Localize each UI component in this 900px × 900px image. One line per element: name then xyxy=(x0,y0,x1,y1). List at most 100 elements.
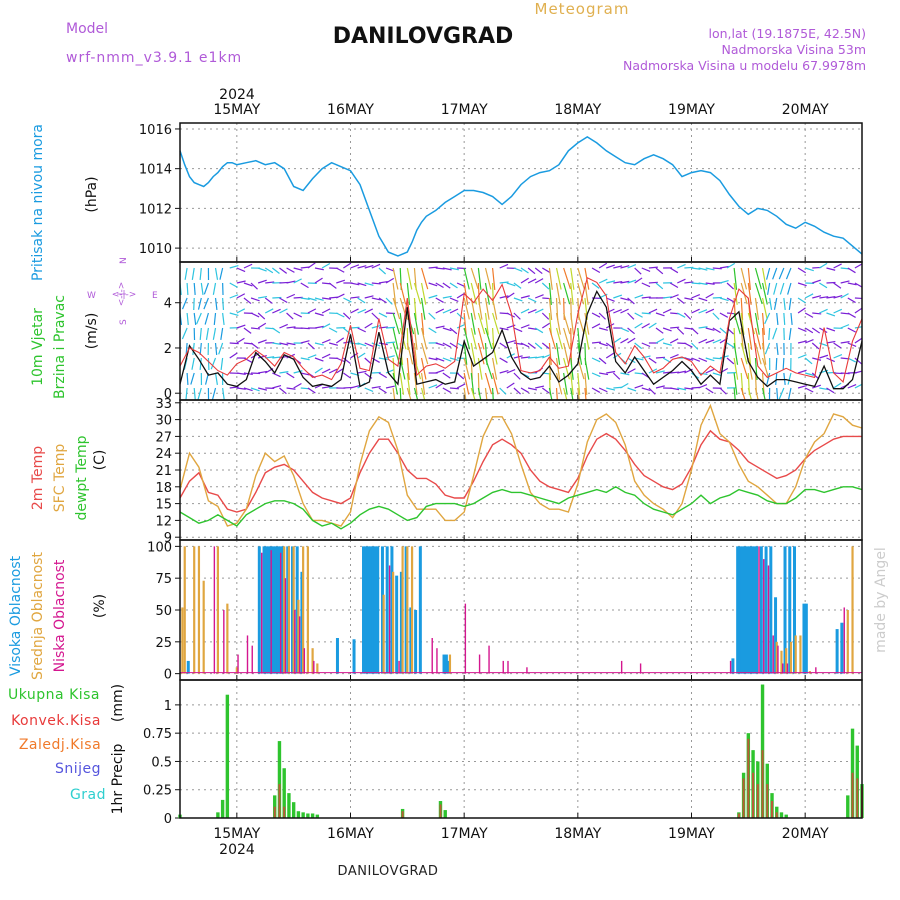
cloud-bar xyxy=(311,648,314,674)
wind-arrow xyxy=(747,282,752,305)
wind-arrow xyxy=(528,327,538,330)
wind-arrow xyxy=(186,372,189,386)
wind-arrow xyxy=(733,282,738,305)
wind-arrow xyxy=(328,368,338,374)
wind-arrow xyxy=(357,308,367,314)
wind-arrow xyxy=(191,267,195,280)
wind-arrow xyxy=(676,327,685,335)
wind-arrow xyxy=(222,312,225,325)
wind-arrow xyxy=(463,267,470,290)
wind-arrow xyxy=(491,267,496,290)
wind-arrow xyxy=(449,327,458,335)
wind-arrow xyxy=(620,308,629,314)
wind-arrow xyxy=(548,267,553,290)
wind-arrow xyxy=(307,342,315,350)
wind-arrow xyxy=(371,357,380,363)
wind-arrow xyxy=(204,312,209,325)
wind-arrow xyxy=(712,267,722,270)
wind-arrow xyxy=(620,280,630,284)
wind-arrow xyxy=(705,267,715,271)
precip-bar xyxy=(291,802,296,818)
wind-arrow xyxy=(492,312,500,335)
wind-arrow xyxy=(705,327,715,331)
wind-arrow xyxy=(527,278,537,284)
wind-arrow xyxy=(548,282,552,305)
wind-arrow xyxy=(484,267,492,290)
wind-arrow xyxy=(634,312,643,318)
wind-arrow xyxy=(833,282,842,289)
cloud-bar xyxy=(410,546,414,674)
wind-arrow xyxy=(470,267,479,290)
wind-arrow xyxy=(655,338,665,344)
wind-arrow xyxy=(819,262,828,269)
wind-arrow xyxy=(797,369,807,374)
day-label-top: 15MAY xyxy=(213,102,260,118)
wind-arrow xyxy=(712,327,721,334)
wind-arrow xyxy=(719,297,729,302)
wind-arrow xyxy=(655,312,665,317)
wind-arrow xyxy=(286,293,296,299)
wind-arrow xyxy=(229,386,239,389)
wind-arrow xyxy=(683,312,692,320)
cloud-bar xyxy=(276,546,280,674)
wind-arrow xyxy=(534,294,544,299)
wind-arrow xyxy=(584,387,587,400)
cloud-bar xyxy=(257,546,261,674)
wind-arrow xyxy=(350,326,360,329)
wind-arrow xyxy=(555,327,563,350)
wind-arrow xyxy=(854,370,862,374)
precip-bar xyxy=(273,806,276,818)
wind-arrow xyxy=(286,326,296,329)
cloud-bar xyxy=(366,546,370,674)
wind-arrow xyxy=(463,387,467,400)
year-label-top: 2024 xyxy=(219,87,255,103)
wind-arrow xyxy=(463,297,470,320)
cloud-bar xyxy=(279,552,282,674)
wind-arrow xyxy=(506,340,516,344)
precip-panel: 0 0.25 0.5 0.75 1 1hr Precip (mm) Ukupna Kisa Ko… xyxy=(8,679,864,827)
cloud-ylabel-2: Srednja Oblacnost xyxy=(30,552,46,680)
wind-arrow xyxy=(378,387,387,394)
wind-arrow xyxy=(428,327,437,334)
wind-arrow xyxy=(591,323,601,329)
wind-arrow xyxy=(406,267,413,290)
wind-arrow xyxy=(684,281,694,284)
wind-arrow xyxy=(804,267,814,272)
cloud-bar xyxy=(262,546,266,674)
cloud-bar xyxy=(193,546,196,674)
wind-arrow xyxy=(584,327,590,350)
cloud-bar xyxy=(748,546,752,674)
wind-arrow xyxy=(506,369,516,374)
wind-arrow xyxy=(655,267,664,275)
wind-arrow xyxy=(484,357,493,380)
wind-arrow xyxy=(413,342,418,365)
cloud-bar xyxy=(620,660,623,674)
wind-arrow xyxy=(520,308,530,314)
wind-arrow xyxy=(605,342,614,349)
wind-arrow xyxy=(833,382,842,389)
wind-arrow xyxy=(726,282,735,290)
wind-arrow xyxy=(186,312,189,326)
wind-arrow xyxy=(634,277,643,284)
wind-arrow xyxy=(499,342,508,349)
wind-arrow xyxy=(605,352,615,359)
cloud-bar xyxy=(181,607,184,674)
cloud-bar xyxy=(295,546,299,674)
wind-arrow xyxy=(826,387,835,394)
wind-arrow xyxy=(399,387,402,400)
wind-arrow xyxy=(336,293,345,299)
wind-arrow xyxy=(371,385,381,389)
wind-arrow xyxy=(663,296,673,299)
wind-arrow xyxy=(477,297,483,320)
wind-arrow xyxy=(833,354,843,359)
wind-arrow xyxy=(513,327,523,333)
ytick-label: 21 xyxy=(155,464,172,479)
wind-arrow xyxy=(826,312,836,317)
wind-legend-we-arrows: <-|-> xyxy=(112,290,137,300)
wind-arrow xyxy=(279,387,287,395)
wind-arrow xyxy=(740,327,744,350)
wind-arrow xyxy=(214,267,219,280)
wind-arrow xyxy=(805,372,815,376)
wind-arrow xyxy=(314,342,324,346)
